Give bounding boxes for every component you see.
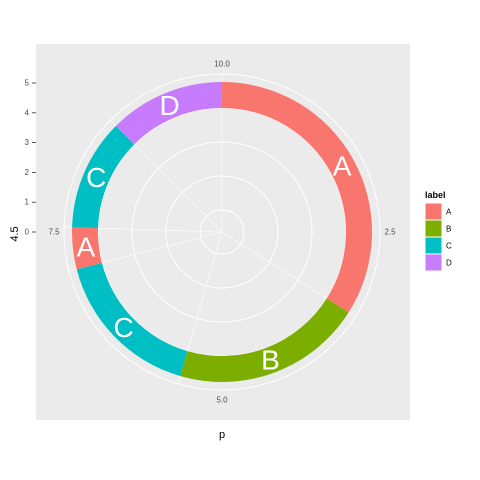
segment-5 — [115, 82, 222, 145]
y-tick-label-1: 1 — [25, 198, 30, 207]
legend-label-a: A — [446, 208, 452, 217]
segment-2 — [76, 262, 188, 377]
legend-label-b: B — [446, 225, 451, 234]
theta-ticks-layer: 10.0 2.5 5.0 7.5 — [48, 60, 396, 405]
segment-label-3: A — [76, 232, 95, 263]
segment-label-2: C — [113, 312, 133, 343]
segment-label-0: A — [333, 150, 352, 181]
legend-title: label — [425, 190, 446, 200]
theta-tick-label-0: 10.0 — [214, 60, 230, 69]
segment-1 — [180, 298, 349, 382]
y-tick-label-3: 3 — [25, 138, 30, 147]
legend-label-d: D — [446, 259, 452, 268]
y-tick-label-0: 0 — [25, 228, 30, 237]
segment-3 — [71, 227, 102, 270]
legend-key-d — [424, 253, 443, 272]
segment-label-5: D — [159, 90, 179, 121]
y-axis-title: 4.5 — [9, 226, 21, 241]
legend-label-c: C — [446, 242, 452, 251]
x-axis-title: p — [219, 429, 225, 441]
segment-label-4: C — [86, 162, 106, 193]
legend-key-c — [424, 236, 443, 255]
theta-tick-label-1: 2.5 — [384, 228, 396, 237]
theta-tick-label-2: 5.0 — [216, 396, 228, 405]
y-tick-label-5: 5 — [25, 79, 30, 88]
y-ticks-layer: 0 1 2 3 4 5 — [25, 79, 36, 237]
y-tick-label-2: 2 — [25, 168, 30, 177]
segment-0 — [222, 82, 372, 313]
theta-tick-label-3: 7.5 — [48, 228, 60, 237]
segment-4 — [72, 125, 135, 229]
y-tick-label-4: 4 — [25, 108, 30, 117]
legend-key-b — [424, 219, 443, 238]
legend-key-a — [424, 202, 443, 221]
segments-layer — [71, 82, 372, 382]
segment-labels-layer: A B C A C D — [76, 90, 351, 376]
segment-label-1: B — [261, 345, 280, 376]
